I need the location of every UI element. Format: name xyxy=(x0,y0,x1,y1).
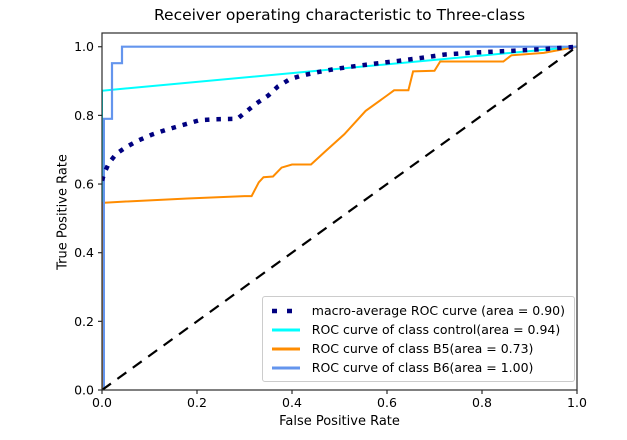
x-tick-label: 0.6 xyxy=(377,395,397,410)
legend-item: ROC curve of class B6(area = 1.00) xyxy=(270,358,565,377)
y-tick-label: 0.6 xyxy=(74,177,94,192)
legend-swatch-solid xyxy=(271,347,300,350)
legend: macro-average ROC curve (area = 0.90) ROC… xyxy=(261,296,575,382)
y-tick-label: 0.4 xyxy=(74,245,94,260)
legend-swatch-solid xyxy=(271,328,300,331)
y-tick-label: 0.8 xyxy=(74,108,94,123)
roc-curve-macro-average-roc-curve-area-0-90- xyxy=(102,44,577,182)
roc-curve-chance-diagonal xyxy=(102,45,577,390)
legend-item: ROC curve of class control(area = 0.94) xyxy=(270,320,565,339)
y-tick-label: 0.0 xyxy=(74,383,94,398)
x-tick-label: 0.0 xyxy=(92,395,112,410)
roc-curve-roc-curve-of-class-control-area-0-94- xyxy=(102,45,577,390)
legend-swatch-solid xyxy=(271,366,300,369)
roc-curve-roc-curve-of-class-b5-area-0-73- xyxy=(102,45,577,390)
legend-item: ROC curve of class B5(area = 0.73) xyxy=(270,339,565,358)
x-tick-label: 0.2 xyxy=(187,395,207,410)
plot-frame xyxy=(101,32,578,391)
x-axis-label: False Positive Rate xyxy=(279,414,400,429)
legend-label: macro-average ROC curve (area = 0.90) xyxy=(311,303,565,318)
y-tick-label: 0.2 xyxy=(74,314,94,329)
x-tick-label: 1.0 xyxy=(567,395,587,410)
y-axis-label: True Positive Rate xyxy=(55,154,71,270)
legend-label: ROC curve of class B6(area = 1.00) xyxy=(311,360,534,375)
legend-label: ROC curve of class control(area = 0.94) xyxy=(311,322,561,337)
x-tick-label: 0.4 xyxy=(282,395,302,410)
legend-swatch-dotted xyxy=(271,308,300,313)
chart-title: Receiver operating characteristic to Thr… xyxy=(153,6,526,24)
legend-label: ROC curve of class B5(area = 0.73) xyxy=(311,341,534,356)
roc-curve-roc-curve-of-class-b6-area-1-00- xyxy=(102,45,577,390)
y-tick-label: 1.0 xyxy=(74,39,94,54)
x-tick-label: 0.8 xyxy=(472,395,492,410)
legend-item: macro-average ROC curve (area = 0.90) xyxy=(270,301,565,320)
